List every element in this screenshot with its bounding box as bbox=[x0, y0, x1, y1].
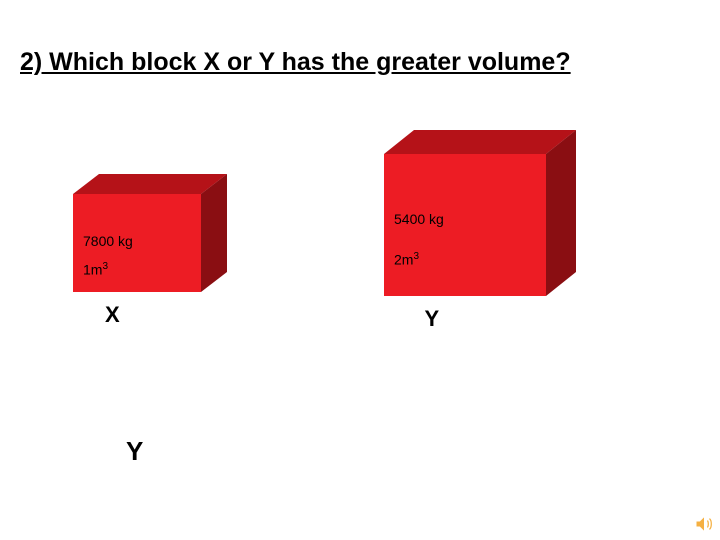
block-x-letter: X bbox=[105, 302, 120, 328]
block-x-side-face bbox=[201, 174, 227, 292]
block-x-volume-label: 1m3 bbox=[83, 261, 108, 278]
block-y-volume-label: 2m3 bbox=[394, 251, 419, 268]
block-x-shape bbox=[73, 174, 83, 184]
block-x-top-face bbox=[73, 174, 227, 194]
block-x-mass-label: 7800 kg bbox=[83, 233, 133, 249]
block-y-shape bbox=[384, 130, 394, 140]
speaker-icon[interactable] bbox=[694, 514, 714, 534]
block-y-volume-value: 2m bbox=[394, 251, 413, 267]
block-x-volume-exp: 3 bbox=[102, 261, 108, 272]
answer-text: Y bbox=[126, 436, 143, 467]
question-text: 2) Which block X or Y has the greater vo… bbox=[20, 48, 571, 77]
block-y-side-face bbox=[546, 130, 576, 296]
block-y-mass-label: 5400 kg bbox=[394, 211, 444, 227]
block-y-volume-exp: 3 bbox=[413, 251, 419, 262]
block-x-volume-value: 1m bbox=[83, 261, 102, 277]
block-y-top-face bbox=[384, 130, 576, 154]
block-y-letter: Y bbox=[425, 306, 440, 332]
